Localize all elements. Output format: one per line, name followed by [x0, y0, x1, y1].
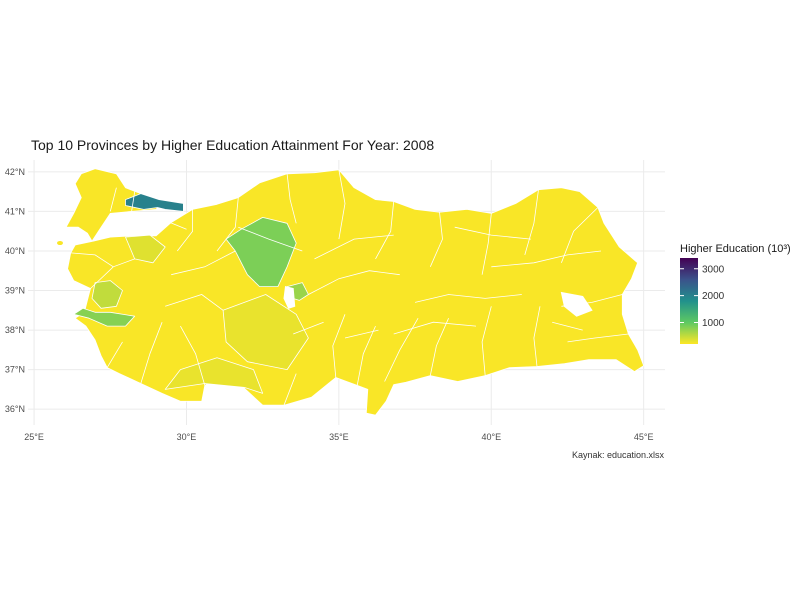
- province-ankara: [225, 216, 297, 288]
- legend-tick-label: 3000: [702, 264, 725, 275]
- province-border: [481, 306, 492, 376]
- province-border: [356, 325, 376, 386]
- province-border: [393, 321, 477, 335]
- province-manisa: [91, 280, 123, 309]
- x-tick-label: 35°E: [329, 432, 349, 442]
- province-border: [293, 321, 324, 335]
- caption: Kaynak: education.xlsx: [571, 450, 664, 460]
- province-border: [454, 226, 531, 240]
- province-border: [238, 226, 303, 252]
- province-border: [344, 329, 379, 339]
- province-border: [533, 306, 541, 367]
- province-border: [161, 218, 187, 230]
- x-tick-label: 40°E: [481, 432, 501, 442]
- province-border: [561, 207, 599, 263]
- province-border: [180, 325, 206, 386]
- island: [57, 241, 64, 246]
- lake: [283, 285, 296, 309]
- province-border: [481, 213, 492, 275]
- province-istanbul: [125, 193, 184, 212]
- legend-colorbar: [680, 258, 698, 344]
- axis-ticks: 25°E 30°E 35°E 40°E 45°E 36°N 37°N 38°N 39°N 40°N…: [5, 167, 654, 442]
- turkey-map: [57, 168, 645, 416]
- province-border: [375, 201, 395, 260]
- y-tick-label: 38°N: [5, 325, 25, 335]
- province-konya: [222, 294, 309, 371]
- province-border: [70, 252, 114, 268]
- province-border: [131, 191, 136, 212]
- province-border: [216, 197, 239, 252]
- province-border: [429, 318, 449, 376]
- y-tick-label: 36°N: [5, 404, 25, 414]
- province-border: [338, 169, 346, 240]
- x-tick-label: 45°E: [634, 432, 654, 442]
- province-border: [286, 173, 297, 224]
- province-bursa: [125, 234, 166, 264]
- province-border: [283, 373, 297, 406]
- province-border: [140, 322, 163, 384]
- province-border: [176, 209, 194, 252]
- province-antalya: [164, 357, 264, 394]
- chart-title: Top 10 Provinces by Higher Education Att…: [31, 137, 435, 153]
- y-tick-label: 41°N: [5, 206, 25, 216]
- province-border: [429, 212, 443, 267]
- legend-tick-label: 2000: [702, 291, 725, 302]
- province-border: [567, 333, 629, 343]
- province-border: [109, 187, 117, 212]
- province-border: [491, 250, 602, 268]
- x-tick-label: 25°E: [24, 432, 44, 442]
- y-tick-label: 40°N: [5, 246, 25, 256]
- lake: [560, 291, 593, 317]
- province-border: [552, 321, 583, 331]
- province-izmir: [73, 307, 136, 327]
- anatolia-landmass: [67, 169, 645, 416]
- y-tick-label: 37°N: [5, 365, 25, 375]
- y-tick-label: 42°N: [5, 167, 25, 177]
- province-border: [314, 234, 394, 260]
- legend-tick-label: 1000: [702, 318, 725, 329]
- province-border: [524, 189, 539, 256]
- province-border: [171, 250, 236, 276]
- province-border: [106, 341, 123, 368]
- province-border: [165, 294, 224, 311]
- province-border: [308, 270, 400, 295]
- x-tick-label: 30°E: [177, 432, 197, 442]
- province-border: [332, 314, 346, 378]
- y-tick-label: 39°N: [5, 286, 25, 296]
- province-border: [415, 294, 522, 303]
- legend: 1000 2000 3000: [680, 258, 725, 344]
- legend-title: Higher Education (10³): [680, 243, 791, 255]
